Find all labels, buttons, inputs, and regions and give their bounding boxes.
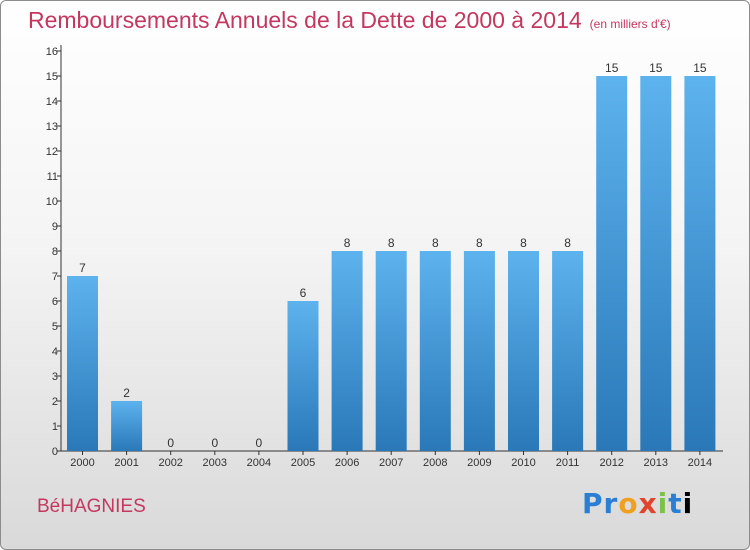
commune-name: BéHAGNIES	[37, 496, 146, 517]
bar	[596, 76, 628, 451]
x-tick-label: 2009	[467, 457, 491, 469]
bar	[67, 276, 98, 451]
chart-unit: (en milliers d'€)	[589, 17, 671, 31]
bar	[463, 251, 495, 451]
x-tick-label: 2000	[70, 457, 94, 469]
bar	[287, 301, 319, 451]
y-tick-label: 12	[46, 146, 58, 158]
y-tick-label: 5	[52, 321, 58, 333]
data-label: 8	[520, 236, 527, 250]
y-tick-label: 0	[52, 446, 58, 458]
x-tick-label: 2013	[644, 457, 668, 469]
x-tick-label: 2002	[158, 457, 182, 469]
x-tick-label: 2014	[688, 457, 712, 469]
data-label: 8	[388, 236, 395, 250]
data-label: 8	[564, 236, 571, 250]
bar	[508, 251, 539, 451]
data-label: 15	[649, 61, 663, 75]
data-label: 8	[476, 236, 483, 250]
bar	[640, 76, 672, 451]
y-tick-label: 13	[46, 121, 58, 133]
bar	[419, 251, 451, 451]
x-tick-label: 2010	[511, 457, 535, 469]
x-tick-label: 2003	[203, 457, 227, 469]
y-tick-label: 15	[46, 71, 58, 83]
y-tick-label: 3	[52, 371, 58, 383]
y-tick-label: 1	[52, 421, 58, 433]
data-label: 0	[256, 436, 263, 450]
y-tick-label: 9	[52, 221, 58, 233]
y-tick-label: 16	[46, 46, 58, 58]
x-tick-label: 2004	[247, 457, 271, 469]
proxiti-logo: Proxiti	[582, 487, 694, 520]
y-tick-label: 6	[52, 296, 58, 308]
bar	[552, 251, 584, 451]
bar	[375, 251, 407, 451]
y-tick-label: 4	[52, 346, 58, 358]
chart-title-text: Remboursements Annuels de la Dette de 20…	[28, 7, 582, 33]
data-label: 0	[167, 436, 174, 450]
x-tick-label: 2012	[599, 457, 623, 469]
data-label: 7	[79, 261, 86, 275]
bar	[684, 76, 716, 451]
data-label: 0	[211, 436, 218, 450]
x-tick-label: 2001	[114, 457, 138, 469]
data-label: 8	[344, 236, 351, 250]
bar	[331, 251, 363, 451]
y-tick-label: 7	[52, 271, 58, 283]
bar	[111, 401, 143, 451]
data-label: 15	[605, 61, 619, 75]
data-label: 6	[300, 286, 307, 300]
data-label: 15	[693, 61, 707, 75]
y-tick-label: 8	[52, 246, 58, 258]
y-tick-label: 14	[46, 96, 58, 108]
x-tick-label: 2006	[335, 457, 359, 469]
x-tick-label: 2005	[291, 457, 315, 469]
data-label: 8	[432, 236, 439, 250]
x-tick-label: 2011	[556, 457, 580, 469]
y-tick-label: 10	[46, 196, 58, 208]
y-tick-label: 11	[47, 171, 58, 183]
data-label: 2	[123, 386, 130, 400]
x-tick-label: 2008	[423, 457, 447, 469]
chart-title: Remboursements Annuels de la Dette de 20…	[28, 7, 671, 34]
x-tick-label: 2007	[379, 457, 403, 469]
y-tick-label: 2	[52, 396, 58, 408]
